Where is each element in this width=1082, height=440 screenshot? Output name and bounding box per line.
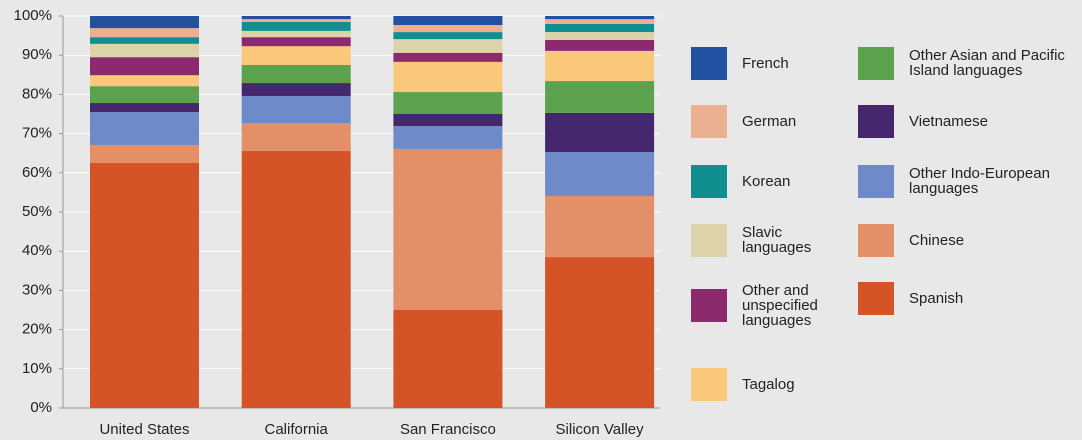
legend-swatch	[858, 104, 894, 138]
legend-item: Other Indo-European languages	[858, 164, 1081, 198]
bar-segment	[90, 16, 199, 29]
legend-item: Other and unspecified languages	[691, 283, 834, 328]
x-tick-label: San Francisco	[400, 421, 496, 438]
y-tick-label: 60%	[22, 164, 52, 181]
legend-swatch	[858, 46, 894, 80]
legend-label: German	[742, 112, 797, 130]
bar-segment	[393, 32, 503, 40]
legend-swatch	[691, 164, 727, 198]
bar-segment	[393, 310, 503, 408]
legend-label: French	[742, 54, 789, 72]
bar-segment	[241, 46, 351, 65]
bar-segment	[393, 39, 503, 53]
legend-label: Tagalog	[742, 375, 795, 393]
x-tick-label: United States	[99, 421, 189, 438]
bar-segment	[393, 16, 503, 26]
bar-segment	[545, 39, 655, 51]
legend-label: Other Asian and Pacific Island languages	[909, 47, 1065, 79]
bar-segment	[393, 61, 503, 93]
bar-segment	[241, 37, 351, 47]
legend-swatch	[691, 46, 727, 80]
bar-segment	[90, 28, 199, 38]
bar-segment	[545, 32, 655, 40]
legend-item: French	[691, 46, 834, 80]
y-tick-label: 30%	[22, 281, 52, 298]
bar-segment	[545, 112, 655, 153]
legend-item: Slavic languages	[691, 223, 834, 257]
bar-segment	[545, 16, 655, 20]
legend-item: Tagalog	[691, 367, 834, 401]
bar-segment	[241, 150, 351, 408]
bar-segment	[90, 103, 199, 113]
bar-segment	[241, 19, 351, 22]
legend-item: Vietnamese	[858, 104, 1081, 138]
bar-segment	[393, 148, 503, 310]
bar-segment	[545, 257, 655, 408]
bar-segment	[90, 37, 199, 44]
bar-segment	[241, 16, 351, 20]
y-tick-label: 20%	[22, 321, 52, 338]
legend-label: Spanish	[909, 289, 964, 307]
bar-segment	[90, 112, 199, 145]
bar-segment	[545, 19, 655, 24]
legend-item: Chinese	[858, 223, 1081, 257]
bar-segment	[90, 75, 199, 87]
bar-segment	[545, 152, 655, 196]
bar-segment	[393, 126, 503, 149]
bar-segment	[393, 92, 503, 114]
bar-segment	[241, 21, 351, 31]
bar-segment	[90, 86, 199, 104]
legend-label: Slavic languages	[742, 224, 812, 256]
bar-segment	[545, 23, 655, 33]
y-tick-label: 40%	[22, 242, 52, 259]
bar-segment	[90, 43, 199, 58]
bar-segment	[241, 83, 351, 96]
y-tick-label: 100%	[14, 7, 52, 24]
legend-item: Korean	[691, 164, 834, 198]
bar-segment	[545, 81, 655, 113]
legend-label: Vietnamese	[909, 112, 988, 130]
x-tick-label: Silicon Valley	[556, 421, 645, 438]
bar-segment	[545, 50, 655, 82]
legend-label: Other Indo-European languages	[909, 165, 1050, 197]
legend-item: German	[691, 104, 834, 138]
bar-segment	[90, 144, 199, 163]
y-tick-label: 80%	[22, 85, 52, 102]
bar-segment	[241, 65, 351, 84]
x-tick-label: California	[265, 421, 329, 438]
legend-swatch	[691, 288, 727, 322]
bar-segment	[545, 195, 655, 258]
y-tick-label: 0%	[30, 399, 52, 416]
legend-item: Spanish	[858, 281, 1081, 315]
legend-swatch	[858, 223, 894, 257]
chart: 0% 10% 20% 30% 40% 50% 60% 70% 80% 90% 100% United …	[14, 7, 660, 438]
legend-swatch	[691, 104, 727, 138]
legend-swatch	[691, 223, 727, 257]
legend-swatch	[691, 367, 727, 401]
legend-item: Other Asian and Pacific Island languages	[858, 46, 1081, 80]
bar-segment	[393, 52, 503, 62]
legend-swatch	[858, 164, 894, 198]
y-tick-label: 70%	[22, 125, 52, 142]
legend-label: Chinese	[909, 231, 965, 249]
legend-label: Other and unspecified languages	[742, 281, 818, 329]
bar-segment	[393, 114, 503, 127]
bar-segment	[90, 163, 199, 408]
y-tick-label: 10%	[22, 360, 52, 377]
legend-swatch	[858, 281, 894, 315]
bar-segment	[90, 57, 199, 76]
y-tick-label: 50%	[22, 203, 52, 220]
bar-segment	[241, 95, 351, 124]
bar-segment	[393, 25, 503, 33]
legend-label: Korean	[742, 172, 791, 190]
y-tick-label: 90%	[22, 46, 52, 63]
bar-segment	[241, 123, 351, 151]
bar-segment	[241, 30, 351, 38]
